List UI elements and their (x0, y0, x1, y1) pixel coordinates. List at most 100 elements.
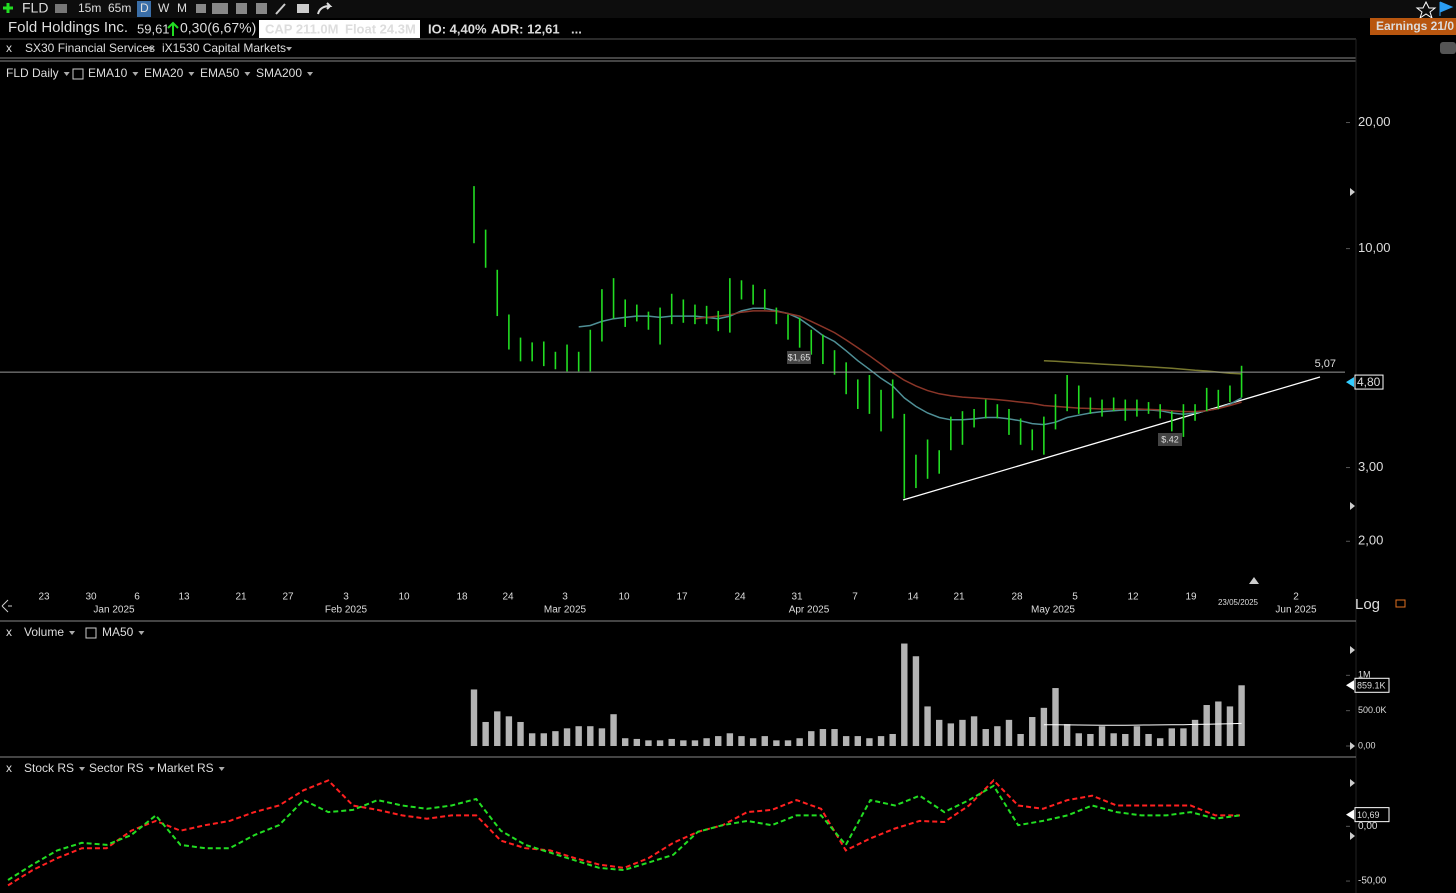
volume-bar (633, 738, 641, 746)
volume-bar (668, 738, 675, 746)
scroll-button[interactable] (1440, 42, 1456, 54)
trend-line[interactable] (902, 376, 1321, 501)
x-tick-label: 3 (562, 592, 568, 603)
indicator-line (1043, 722, 1242, 726)
x-tick-label: 23/05/2025 (1218, 598, 1259, 607)
volume-bar (1238, 685, 1245, 746)
volume-bar (1203, 705, 1210, 746)
legend-item[interactable]: Sector RS (89, 761, 144, 775)
indicator-line (578, 307, 1242, 426)
volume-bar (540, 733, 547, 746)
x-tick-label: 3 (343, 592, 349, 603)
timeframe[interactable]: W (158, 1, 170, 15)
volume-bar (1063, 724, 1071, 746)
draw-icon[interactable] (275, 3, 286, 15)
dropdown[interactable] (307, 72, 314, 76)
legend-item[interactable]: FLD Daily (6, 66, 59, 80)
icon[interactable] (196, 4, 206, 13)
lock-icon[interactable] (1395, 599, 1406, 608)
legend-item[interactable]: EMA10 (88, 66, 128, 80)
axis-marker (1249, 188, 1355, 840)
volume-bar (808, 731, 815, 746)
volume-bar (587, 726, 594, 746)
timeframe[interactable]: 15m (78, 1, 101, 15)
legend-item[interactable]: Volume (24, 625, 64, 639)
x-tick-label: 12 (1127, 592, 1139, 603)
legend-item[interactable]: EMA20 (144, 66, 184, 80)
timeframe[interactable]: 65m (108, 1, 131, 15)
last-pointer (1346, 680, 1354, 691)
icon[interactable] (236, 3, 247, 14)
dropdown[interactable] (79, 767, 86, 771)
x-tick-label: 30 (85, 592, 97, 603)
legend-item[interactable]: EMA50 (200, 66, 240, 80)
icon[interactable] (256, 3, 267, 14)
volume-bar (1052, 688, 1059, 746)
dropdown[interactable] (69, 631, 76, 635)
icon[interactable] (212, 3, 228, 14)
change: 0,30(6,67%) (180, 20, 256, 36)
last-value: 10,69 (1357, 810, 1380, 820)
last-value-box (1354, 374, 1384, 390)
legend-item[interactable]: MA50 (102, 625, 134, 639)
icon[interactable] (55, 4, 67, 13)
close-button[interactable]: x (6, 41, 12, 55)
star-icon[interactable] (1415, 0, 1437, 20)
x-tick-label: 2 (1293, 592, 1299, 603)
annotation-box (1158, 433, 1182, 446)
flag-icon[interactable] (1439, 1, 1454, 16)
cap: CAP 211.0M (265, 21, 338, 36)
volume-bar (936, 719, 943, 746)
add-icon[interactable] (3, 3, 13, 13)
last-pointer (1346, 377, 1354, 388)
dropdown[interactable] (63, 72, 70, 76)
close-button[interactable]: x (6, 625, 12, 639)
volume-bar (1133, 726, 1141, 746)
volume-bar (1075, 733, 1082, 746)
dropdown[interactable] (286, 47, 292, 51)
timeframe[interactable]: M (177, 1, 187, 15)
sector[interactable]: SX30 Financial Services (25, 41, 155, 55)
symbol[interactable]: FLD (22, 0, 48, 16)
icon[interactable] (297, 4, 309, 13)
annotation[interactable]: $.42 (1161, 434, 1179, 444)
dropdown[interactable] (148, 767, 155, 771)
volume-bar (517, 721, 524, 746)
dropdown[interactable] (244, 72, 251, 76)
legend-item[interactable]: Stock RS (24, 761, 74, 775)
x-tick-label: 7 (852, 592, 858, 603)
grid-icon[interactable] (85, 627, 97, 639)
volume-bar (889, 733, 896, 746)
legend-item[interactable]: SMA200 (256, 66, 302, 80)
company: Fold Holdings Inc. (8, 19, 128, 36)
annotation[interactable]: $1,65 (788, 352, 811, 362)
x-tick-label: 19 (1185, 592, 1197, 603)
grid-icon[interactable] (72, 68, 84, 80)
volume-bar (994, 726, 1001, 746)
close-button[interactable]: x (6, 761, 12, 775)
volume-bar (494, 711, 501, 746)
nav-icon[interactable] (1, 599, 12, 613)
dropdown[interactable] (188, 72, 195, 76)
log-toggle[interactable]: Log (1355, 596, 1380, 613)
volume-bar (924, 706, 931, 746)
timeframe-active-bg (137, 1, 151, 17)
volume-bar (1226, 706, 1234, 746)
month-label: Apr 2025 (789, 605, 830, 616)
dropdown[interactable] (138, 631, 145, 635)
dropdown[interactable] (132, 72, 139, 76)
y-tick-label: 0,00 (1358, 740, 1376, 750)
volume-bar (912, 656, 920, 746)
volume-bar (784, 740, 792, 746)
legend-item[interactable]: Market RS (157, 761, 214, 775)
share-icon[interactable] (317, 2, 333, 15)
dropdown[interactable] (148, 47, 154, 51)
x-tick-label: 23 (38, 592, 50, 603)
industry[interactable]: iX1530 Capital Markets (162, 41, 286, 55)
volume-bar (470, 689, 478, 746)
volume-bar (715, 736, 722, 746)
more[interactable]: ... (571, 21, 582, 36)
dropdown[interactable] (218, 767, 225, 771)
timeframe[interactable]: D (140, 1, 149, 15)
